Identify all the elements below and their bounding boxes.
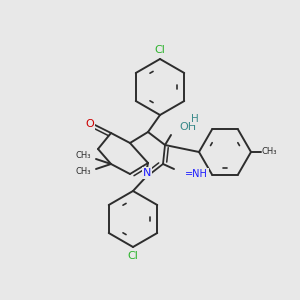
Text: O: O: [85, 119, 94, 129]
Text: N: N: [143, 168, 151, 178]
Text: H: H: [191, 114, 199, 124]
Text: Cl: Cl: [128, 251, 138, 261]
Text: CH₃: CH₃: [76, 167, 91, 176]
Text: CH₃: CH₃: [76, 152, 91, 160]
Text: =NH: =NH: [185, 169, 208, 179]
Text: Cl: Cl: [154, 45, 165, 55]
Text: CH₃: CH₃: [262, 148, 278, 157]
Text: OH: OH: [179, 122, 196, 132]
